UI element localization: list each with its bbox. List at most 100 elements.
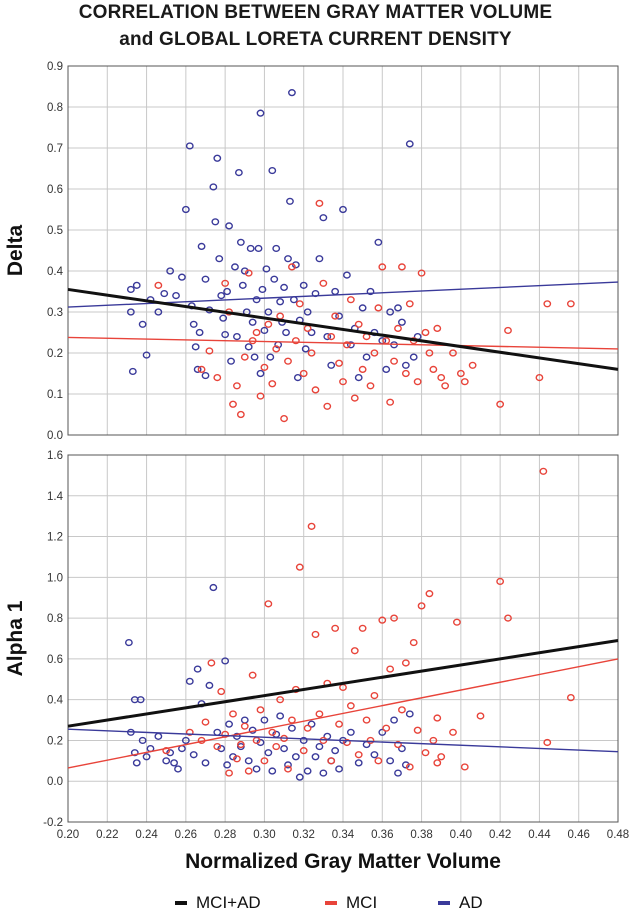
legend-label-mci-ad: MCI+AD [196, 893, 261, 912]
point-ad [268, 166, 277, 175]
point-ad [248, 318, 257, 326]
point-mci [185, 728, 194, 736]
x-tick-label: 0.30 [253, 829, 275, 841]
point-ad [366, 287, 375, 296]
point-ad [386, 757, 395, 765]
y-tick-label: 0.5 [47, 225, 63, 237]
y-tick-label: 0.0 [47, 430, 63, 442]
point-mci [240, 353, 249, 361]
point-mci [335, 359, 343, 367]
point-ad [354, 374, 363, 382]
y-tick-label: 0.2 [47, 735, 63, 747]
point-mci [248, 671, 257, 679]
point-ad [386, 308, 395, 316]
point-mci [496, 400, 505, 408]
y-tick-label: 0.3 [47, 307, 63, 319]
point-ad [358, 304, 367, 312]
point-ad [197, 242, 206, 251]
point-ad [166, 267, 175, 275]
point-mci [197, 365, 206, 374]
legend-label-ad: AD [459, 893, 483, 912]
point-ad [315, 255, 324, 263]
point-ad [246, 244, 255, 253]
point-mci [453, 618, 461, 626]
point-ad [172, 292, 180, 300]
point-mci [284, 765, 292, 773]
y-tick-label: 0.7 [47, 143, 63, 155]
point-mci [374, 757, 383, 765]
point-mci [539, 467, 548, 475]
point-ad [378, 728, 387, 736]
y-tick-label: 0.6 [47, 184, 63, 196]
point-ad [401, 761, 410, 769]
point-ad [181, 205, 190, 214]
point-ad [339, 205, 347, 214]
point-ad [335, 312, 343, 320]
point-mci [299, 369, 308, 378]
y-tick-label: 0.4 [47, 266, 64, 278]
x-tick-label: 0.46 [568, 829, 590, 841]
point-mci [252, 328, 261, 337]
point-ad [160, 289, 169, 298]
point-mci [433, 759, 442, 767]
point-mci [327, 333, 336, 341]
chart-title-line-2: and GLOBAL LORETA CURRENT DENSITY [119, 29, 512, 50]
point-ad [132, 759, 141, 767]
point-ad [307, 328, 316, 337]
point-ad [225, 720, 233, 728]
point-mci [229, 400, 237, 408]
point-ad [174, 765, 182, 773]
point-mci [421, 749, 430, 757]
point-ad [256, 109, 265, 117]
point-ad [138, 736, 147, 745]
point-mci [299, 747, 308, 755]
point-mci [233, 382, 241, 390]
point-mci [315, 710, 324, 718]
x-tick-label: 0.24 [135, 829, 158, 841]
fit-line-mci-ad [67, 287, 619, 371]
point-mci [307, 349, 316, 357]
point-ad [268, 767, 277, 775]
point-mci [343, 341, 351, 349]
point-mci [543, 300, 552, 308]
point-ad [221, 330, 230, 339]
point-mci [362, 716, 371, 724]
point-ad [256, 738, 265, 747]
plot-frame-1 [67, 65, 619, 436]
point-ad [276, 712, 285, 720]
point-mci [295, 563, 304, 571]
point-ad [295, 773, 304, 781]
point-mci [382, 724, 391, 732]
point-mci [496, 577, 505, 586]
point-mci [201, 718, 210, 726]
point-mci [268, 380, 277, 388]
fit-line-mci [67, 658, 619, 769]
point-mci [207, 659, 216, 667]
point-mci [504, 326, 512, 335]
point-ad [303, 767, 312, 775]
point-ad [264, 308, 273, 316]
point-ad [193, 665, 202, 673]
point-mci [288, 263, 296, 271]
point-mci [350, 394, 359, 402]
chart-title-line-1: CORRELATION BETWEEN GRAY MATTER VOLUME [78, 2, 553, 23]
point-mci [358, 365, 367, 374]
point-mci [449, 349, 457, 357]
legend-item-mci: MCI [325, 893, 377, 913]
point-ad [398, 744, 406, 753]
point-mci [256, 392, 265, 400]
point-mci [350, 647, 359, 655]
point-ad [409, 353, 418, 361]
point-mci [386, 665, 395, 673]
y-tick-label: 0.8 [47, 102, 63, 114]
y-tick-label: 1.2 [47, 532, 63, 544]
point-ad [331, 747, 340, 755]
point-mci [417, 269, 426, 277]
point-ad [223, 761, 232, 769]
point-ad [250, 353, 259, 361]
point-ad [231, 263, 239, 271]
point-mci [566, 694, 575, 702]
x-tick-label: 0.32 [293, 829, 315, 841]
point-ad [394, 769, 402, 777]
point-ad [185, 677, 194, 685]
